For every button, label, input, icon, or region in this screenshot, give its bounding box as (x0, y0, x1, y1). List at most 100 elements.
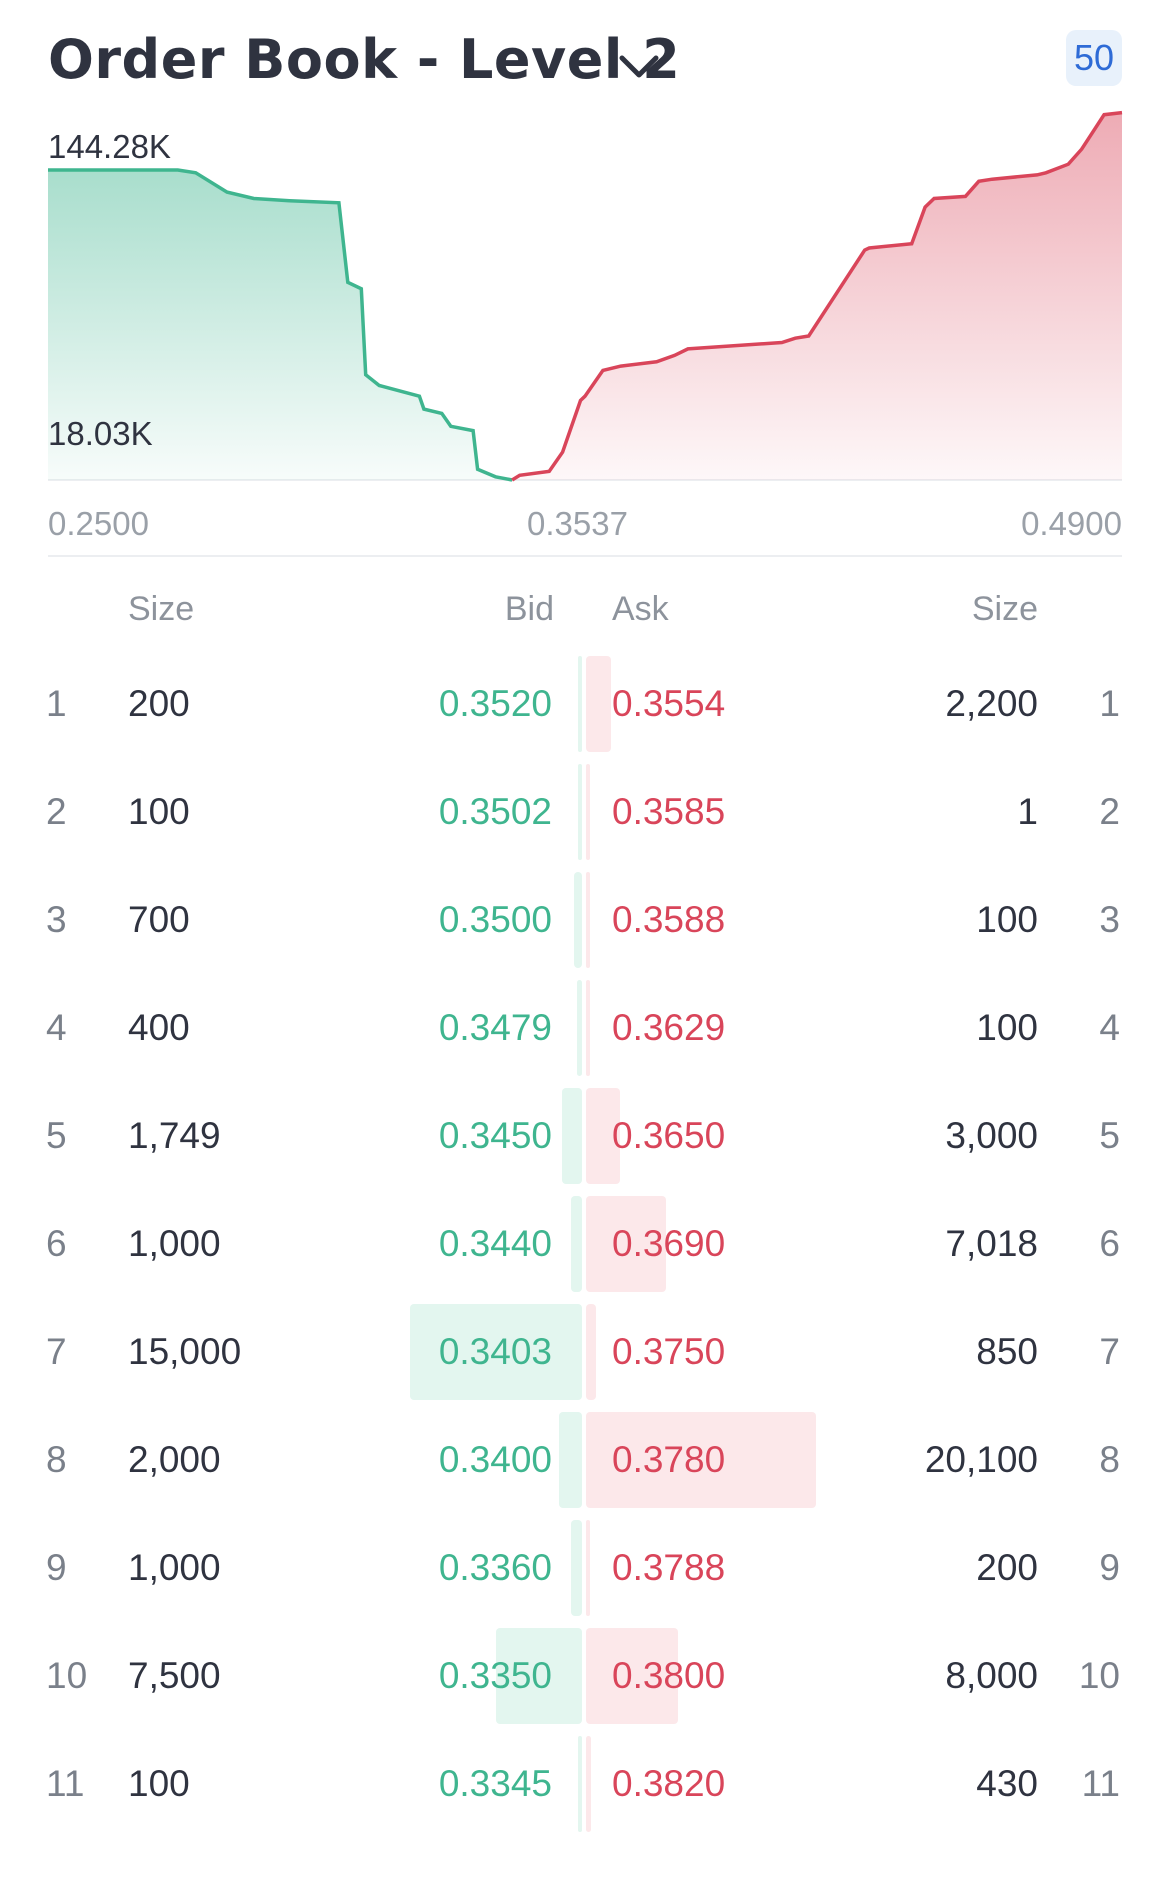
page-title: Order Book - Level 2 (48, 28, 681, 91)
bid-price: 0.3450 (438, 1115, 552, 1156)
table-row[interactable]: 6 1,000 0.3440 0.3690 7,018 6 (0, 1190, 1170, 1298)
ask-depth-bar (586, 1736, 591, 1832)
x-axis-label-max: 0.4900 (1021, 505, 1122, 542)
divider (48, 555, 1122, 557)
ask-size: 8,000 (945, 1655, 1038, 1696)
bid-depth-bar (573, 872, 582, 968)
ask-size: 100 (976, 1007, 1038, 1048)
bid-depth-bar (570, 1196, 582, 1292)
bid-depth-bar (577, 980, 582, 1076)
bid-depth-bar (559, 1412, 582, 1508)
ask-price: 0.3750 (612, 1331, 726, 1372)
bid-price: 0.3345 (438, 1763, 552, 1804)
y-axis-min-label: 18.03K (48, 415, 153, 452)
bid-price: 0.3360 (438, 1547, 552, 1588)
ask-depth-bar (586, 1304, 596, 1400)
ask-price: 0.3629 (612, 1007, 726, 1048)
bid-size: 1,000 (128, 1223, 221, 1264)
bid-size: 1,749 (128, 1115, 221, 1156)
table-row[interactable]: 1 200 0.3520 0.3554 2,200 1 (0, 650, 1170, 758)
depth-selector-button[interactable]: 50 (1066, 30, 1122, 86)
ask-size: 430 (976, 1763, 1038, 1804)
bid-price: 0.3403 (438, 1331, 552, 1372)
ask-price: 0.3650 (612, 1115, 726, 1156)
row-index-right: 7 (1099, 1331, 1120, 1372)
row-index-left: 8 (46, 1439, 67, 1480)
table-row[interactable]: 8 2,000 0.3400 0.3780 20,100 8 (0, 1406, 1170, 1514)
bid-size: 400 (128, 1007, 190, 1048)
row-index-left: 2 (46, 791, 67, 832)
ask-depth-bar (586, 1196, 667, 1292)
bid-size: 100 (128, 791, 190, 832)
ask-depth-bar (586, 980, 590, 1076)
row-index-left: 9 (46, 1547, 67, 1588)
ask-depth-bar (586, 656, 612, 752)
y-axis-max-label: 144.28K (48, 128, 171, 165)
ask-price: 0.3788 (612, 1547, 726, 1588)
bid-price: 0.3350 (438, 1655, 552, 1696)
ask-size: 850 (976, 1331, 1038, 1372)
table-row[interactable]: 7 15,000 0.3403 0.3750 850 7 (0, 1298, 1170, 1406)
table-row[interactable]: 5 1,749 0.3450 0.3650 3,000 5 (0, 1082, 1170, 1190)
bid-depth-area (48, 170, 513, 480)
ask-depth-bar (586, 1520, 590, 1616)
column-header-ask: Ask (612, 590, 669, 628)
table-row[interactable]: 10 7,500 0.3350 0.3800 8,000 10 (0, 1622, 1170, 1730)
row-index-right: 4 (1099, 1007, 1120, 1048)
ask-price: 0.3820 (612, 1763, 726, 1804)
bid-size: 1,000 (128, 1547, 221, 1588)
table-row[interactable]: 11 100 0.3345 0.3820 430 11 (0, 1730, 1170, 1838)
ask-size: 2,200 (945, 683, 1038, 724)
row-index-left: 10 (46, 1655, 88, 1696)
row-index-left: 7 (46, 1331, 67, 1372)
column-header-ask-size: Size (971, 590, 1038, 628)
ask-size: 7,018 (945, 1223, 1038, 1264)
chevron-down-icon[interactable] (614, 42, 664, 92)
bid-size: 200 (128, 683, 190, 724)
row-index-right: 10 (1078, 1655, 1120, 1696)
row-index-right: 8 (1099, 1439, 1120, 1480)
table-row[interactable]: 9 1,000 0.3360 0.3788 200 9 (0, 1514, 1170, 1622)
depth-chart: 144.28K 18.03K (0, 110, 1170, 570)
row-index-right: 3 (1099, 899, 1120, 940)
ask-price: 0.3585 (612, 791, 726, 832)
row-index-right: 5 (1099, 1115, 1120, 1156)
bid-size: 700 (128, 899, 190, 940)
bid-depth-bar (578, 764, 582, 860)
row-index-left: 3 (46, 899, 67, 940)
ask-size: 20,100 (924, 1439, 1038, 1480)
table-row[interactable]: 3 700 0.3500 0.3588 100 3 (0, 866, 1170, 974)
ask-depth-bar (586, 872, 590, 968)
bid-depth-line (48, 168, 513, 482)
ask-price: 0.3800 (612, 1655, 726, 1696)
row-index-right: 2 (1099, 791, 1120, 832)
ask-size: 200 (976, 1547, 1038, 1588)
bid-price: 0.3400 (438, 1439, 552, 1480)
column-header-bid-size: Size (128, 590, 195, 628)
bid-price: 0.3502 (438, 791, 552, 832)
bid-size: 7,500 (128, 1655, 221, 1696)
ask-depth-bar (586, 1412, 816, 1508)
bid-size: 15,000 (128, 1331, 242, 1372)
ask-depth-bar (586, 1628, 678, 1724)
bid-depth-bar (496, 1628, 582, 1724)
ask-depth-bar (586, 764, 590, 860)
bid-price: 0.3479 (438, 1007, 552, 1048)
row-index-right: 11 (1081, 1763, 1120, 1804)
table-row[interactable]: 4 400 0.3479 0.3629 100 4 (0, 974, 1170, 1082)
x-axis-label-min: 0.2500 (48, 505, 149, 542)
row-index-right: 9 (1099, 1547, 1120, 1588)
x-axis-label-mid: 0.3537 (527, 505, 628, 542)
bid-depth-bar (578, 1736, 582, 1832)
bid-depth-bar (570, 1520, 582, 1616)
table-row[interactable]: 2 100 0.3502 0.3585 1 2 (0, 758, 1170, 866)
bid-price: 0.3520 (438, 683, 552, 724)
row-index-left: 5 (46, 1115, 67, 1156)
bid-price: 0.3500 (438, 899, 552, 940)
ask-price: 0.3780 (612, 1439, 726, 1480)
ask-depth-area (512, 112, 1122, 480)
bid-price: 0.3440 (438, 1223, 552, 1264)
ask-price: 0.3588 (612, 899, 726, 940)
ask-price: 0.3690 (612, 1223, 726, 1264)
ask-price: 0.3554 (612, 683, 726, 724)
